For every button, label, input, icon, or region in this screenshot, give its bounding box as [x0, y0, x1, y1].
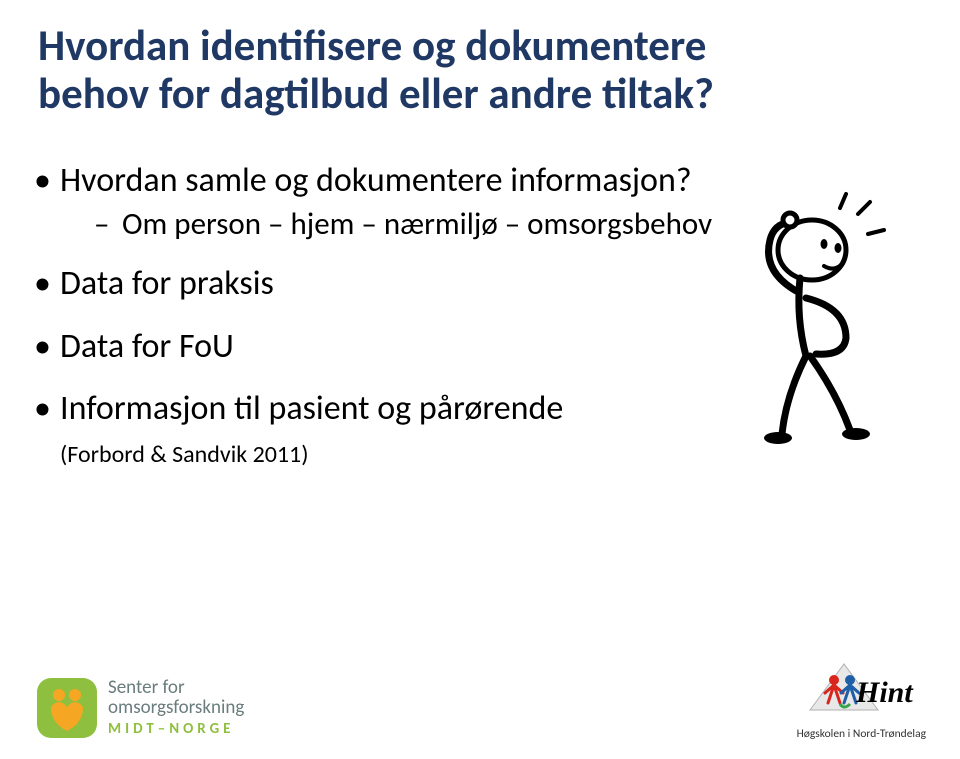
bullet-2-text: Data for praksis	[60, 263, 274, 304]
title-line-2: behov for dagtilbud eller andre tiltak?	[38, 67, 714, 120]
hint-caption: Høgskolen i Nord-Trøndelag	[797, 727, 926, 741]
slide-title: Hvordan identifisere og dokumentere beho…	[38, 22, 922, 118]
logo-left-line2: omsorgsforskning	[108, 698, 244, 718]
bullet-1-text: Hvordan samle og dokumentere informasjon…	[60, 160, 692, 201]
bullet-3: Data for FoU	[30, 326, 730, 369]
bullet-1: Hvordan samle og dokumentere informasjon…	[30, 160, 730, 243]
bullet-2: Data for praksis	[30, 263, 730, 306]
logo-left-sub: MIDT–NORGE	[108, 720, 244, 738]
care-people-icon	[36, 677, 98, 739]
bullet-4-text: Informasjon til pasient og pårørende	[60, 388, 563, 429]
bullet-1-sub: Om person – hjem – nærmiljø – omsorgsbeh…	[94, 205, 730, 244]
bullet-3-text: Data for FoU	[60, 326, 234, 367]
title-line-1: Hvordan identifisere og dokumentere	[38, 19, 706, 72]
logo-left-line1: Senter for	[108, 678, 244, 698]
logo-left-textblock: Senter for omsorgsforskning MIDT–NORGE	[108, 678, 244, 738]
slide: Hvordan identifisere og dokumentere beho…	[0, 0, 960, 759]
logo-hint: Hint Høgskolen i Nord-Trøndelag	[797, 658, 926, 741]
bullet-1-sub-text: Om person – hjem – nærmiljø – omsorgsbeh…	[122, 205, 712, 243]
footer: Senter for omsorgsforskning MIDT–NORGE H…	[0, 649, 960, 759]
logo-senter-omsorgsforskning: Senter for omsorgsforskning MIDT–NORGE	[36, 677, 244, 739]
slide-body: Hvordan samle og dokumentere informasjon…	[30, 160, 730, 493]
confused-person-icon	[720, 190, 900, 450]
hint-wordmark: Hint	[855, 676, 914, 709]
hint-logo-icon: Hint	[806, 658, 916, 720]
bullet-4: Informasjon til pasient og pårørende (Fo…	[30, 388, 730, 473]
bullet-4-citation: (Forbord & Sandvik 2011)	[60, 440, 309, 469]
